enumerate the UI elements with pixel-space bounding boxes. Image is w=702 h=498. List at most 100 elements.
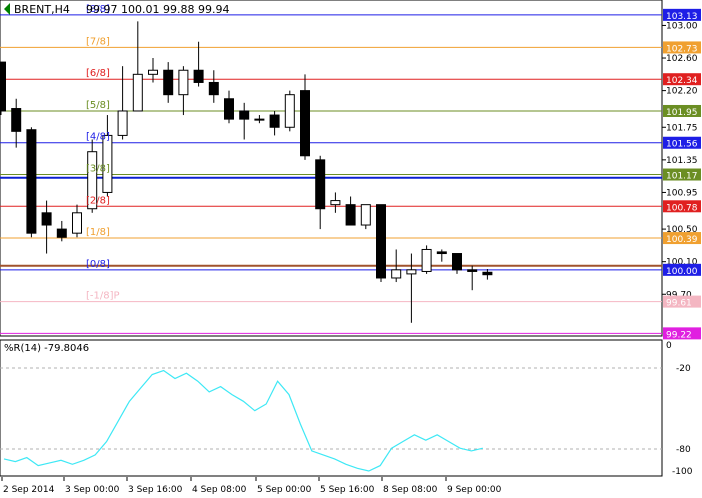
candle xyxy=(163,62,174,103)
candle xyxy=(117,66,128,140)
candle-body-up xyxy=(117,110,128,136)
price-tag-text: 99.22 xyxy=(666,330,692,340)
price-tick-label: 100.95 xyxy=(666,188,698,198)
indicator-pane-frame xyxy=(0,339,663,477)
candle-body-up xyxy=(421,248,432,272)
candle-body-down xyxy=(56,228,67,238)
price-tick-label: 102.60 xyxy=(666,54,698,64)
candle-body-down xyxy=(345,204,356,226)
candle-body-up xyxy=(178,69,189,96)
candle-body-up xyxy=(406,269,417,275)
candle xyxy=(0,61,6,116)
price-tick-label: 101.35 xyxy=(666,156,698,166)
candle-body-down xyxy=(193,69,204,83)
candle xyxy=(421,245,432,274)
murrey-label: [-1/8]P xyxy=(86,291,120,302)
candle-body-up xyxy=(284,94,295,128)
murrey-label: [5/8] xyxy=(86,100,110,111)
murrey-label: [0/8] xyxy=(86,259,110,270)
time-tick-label: 3 Sep 16:00 xyxy=(128,485,183,495)
price-tick-label: 101.75 xyxy=(666,123,698,133)
time-tick-label: 9 Sep 00:00 xyxy=(447,485,502,495)
candle-body-down xyxy=(482,271,493,276)
price-tag xyxy=(663,232,701,245)
price-tag xyxy=(663,168,701,181)
candles xyxy=(0,21,493,323)
candle-body-down xyxy=(239,110,250,120)
candle xyxy=(376,204,386,283)
candle-body-up xyxy=(148,69,158,75)
candle-body-down xyxy=(41,212,52,226)
candle xyxy=(193,41,204,87)
candle xyxy=(284,90,295,132)
candle xyxy=(41,200,52,254)
candle-body-up xyxy=(132,73,143,112)
price-tag-text: 101.95 xyxy=(666,108,698,118)
price-tag xyxy=(663,263,701,276)
price-tag-text: 101.17 xyxy=(666,172,698,182)
candle-body-up xyxy=(360,204,371,226)
candle xyxy=(406,253,417,323)
candle-body-down xyxy=(315,159,326,210)
indicator-pane: %R(14) -79.8046 0 -20 -80 -100 xyxy=(0,339,693,477)
murrey-label: [4/8] xyxy=(86,132,110,143)
price-tag-text: 101.56 xyxy=(666,140,698,150)
triangle-icon xyxy=(4,3,10,15)
price-tag-text: 102.73 xyxy=(666,44,698,54)
murrey-label: [3/8] xyxy=(86,164,110,175)
candle xyxy=(452,253,462,274)
candle xyxy=(178,66,189,116)
candle xyxy=(345,196,356,226)
candle xyxy=(300,74,310,160)
candle-body-down xyxy=(163,69,174,96)
price-tick-label: 100.50 xyxy=(666,225,698,235)
price-tag-text: 100.78 xyxy=(666,203,698,213)
wpr-line xyxy=(3,369,483,472)
candle-body-down xyxy=(224,98,234,120)
candle xyxy=(254,115,265,124)
price-tag xyxy=(663,327,701,340)
indicator-label: %R(14) -79.8046 xyxy=(4,343,89,354)
candle xyxy=(436,249,447,262)
price-tag xyxy=(663,41,701,54)
candle xyxy=(391,249,402,283)
price-tag xyxy=(663,295,701,308)
price-tag-text: 100.00 xyxy=(666,267,698,277)
murrey-label: [6/8] xyxy=(86,68,110,79)
price-tag xyxy=(663,73,701,86)
candle-body-up xyxy=(102,134,113,193)
time-tick-label: 3 Sep 00:00 xyxy=(65,485,120,495)
price-pane: [8/8] [7/8] [6/8] [5/8] [4/8] [3/8] [2/8] [1/8]… xyxy=(0,0,701,340)
candle xyxy=(26,127,37,238)
candle xyxy=(208,70,219,103)
price-tick-label: 102.20 xyxy=(666,87,698,97)
price-tick-label: 99.70 xyxy=(666,290,692,300)
time-axis: 2 Sep 2014 3 Sep 00:00 3 Sep 16:00 4 Sep 08… xyxy=(1,477,502,495)
indicator-axis: 0 -20 -80 -100 xyxy=(666,341,693,477)
candle xyxy=(315,155,326,230)
candle-body-down xyxy=(269,114,280,128)
symbol-label: BRENT,H4 xyxy=(14,3,70,16)
candle xyxy=(330,192,341,213)
candle xyxy=(102,115,113,197)
time-tick-label: 5 Sep 00:00 xyxy=(257,485,312,495)
price-tag-text: 103.13 xyxy=(666,12,698,22)
candle xyxy=(11,98,22,148)
murrey-levels xyxy=(0,14,662,334)
candle xyxy=(132,21,143,112)
candle xyxy=(56,220,67,242)
price-tag-text: 99.61 xyxy=(666,299,692,309)
price-tick-label: 100.10 xyxy=(666,258,698,268)
murrey-level-labels: [8/8] [7/8] [6/8] [5/8] [4/8] [3/8] [2/8] [1/8]… xyxy=(86,4,120,302)
candle-body-up xyxy=(87,151,98,210)
murrey-label: [7/8] xyxy=(86,36,110,47)
ind-axis-label-minus80: -80 xyxy=(676,445,691,455)
ind-axis-label-0: 0 xyxy=(666,341,672,351)
candle-body-up xyxy=(330,200,341,206)
candle-body-down xyxy=(208,81,219,96)
ind-axis-label-minus100: -100 xyxy=(672,467,693,477)
candle xyxy=(148,58,158,83)
price-tick-label: 103.00 xyxy=(666,21,698,31)
candle-body-up xyxy=(72,212,82,234)
